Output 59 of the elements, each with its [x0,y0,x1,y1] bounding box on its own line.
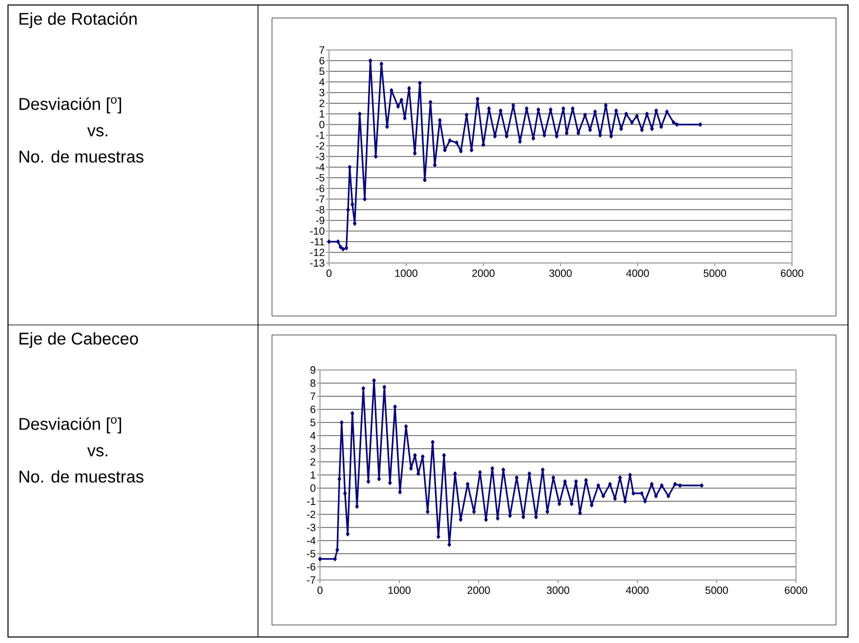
y-tick-label: 9 [310,366,316,374]
text: vs. [87,447,108,456]
x-tick-label: 0 [326,270,332,277]
x-tick-label: 2000 [472,270,495,277]
x-tick-label: 3000 [546,586,570,594]
x-tick-label: 4000 [626,270,649,277]
y-tick-label: 4 [319,78,324,86]
text: No. de muestras [20,150,144,163]
y-tick-label: -3 [306,524,316,532]
y-tick-label: 0 [319,120,324,128]
y-tick-label: -1 [306,498,316,505]
y-tick-label: -9 [316,216,324,224]
y-tick-label: -5 [316,174,324,182]
y-tick-label: -5 [306,550,316,558]
x-tick-label: 2000 [468,586,490,594]
x-tick-label: 3000 [549,270,572,277]
y-tick-label: 3 [319,88,324,96]
text: Desviación [$^{o}$] [20,97,122,114]
y-tick-label: 3 [310,445,316,452]
y-tick-label: -3 [316,152,324,160]
x-tick-label: 6000 [784,586,808,594]
y-tick-label: -2 [316,142,324,150]
y-tick-label: -7 [306,576,316,584]
y-tick-label: 5 [310,418,316,426]
text: Eje de Rotación [20,12,137,28]
y-tick-label: -6 [306,563,316,571]
text: No. de muestras [20,470,144,483]
y-tick-label: 1 [320,110,324,118]
x-tick-label: 5000 [705,586,728,594]
y-tick-label: -2 [306,510,316,518]
y-tick-label: 6 [320,56,324,64]
y-tick-label: 7 [320,46,324,54]
y-tick-label: -6 [316,184,324,192]
y-tick-label: 2 [320,100,324,107]
x-tick-label: 6000 [780,270,804,277]
y-tick-label: 0 [310,484,316,492]
x-tick-label: 1000 [395,270,418,277]
y-tick-label: -4 [306,537,316,544]
y-tick-label: 4 [310,432,316,440]
text: Desviación [$^{o}$] [20,417,122,434]
y-tick-label: 6 [310,406,316,414]
text: vs. [87,127,108,136]
y-tick-label: 1 [310,471,316,479]
y-tick-label: -12 [310,248,324,256]
y-tick-label: -10 [310,227,324,235]
y-tick-label: 2 [310,458,316,466]
text: Eje de Cabeceo [20,332,138,348]
x-tick-label: 4000 [626,586,649,594]
y-tick-label: -4 [316,164,324,171]
y-tick-label: -1 [316,132,324,139]
y-tick-label: -11 [310,238,324,246]
x-tick-label: 1000 [388,586,411,594]
y-tick-label: -7 [316,195,324,203]
y-tick-label: 8 [310,379,316,387]
x-tick-label: 5000 [704,270,726,277]
y-tick-label: 5 [319,68,324,75]
y-tick-label: 7 [310,392,316,400]
y-tick-label: -8 [316,206,324,214]
y-tick-label: -13 [310,259,324,267]
